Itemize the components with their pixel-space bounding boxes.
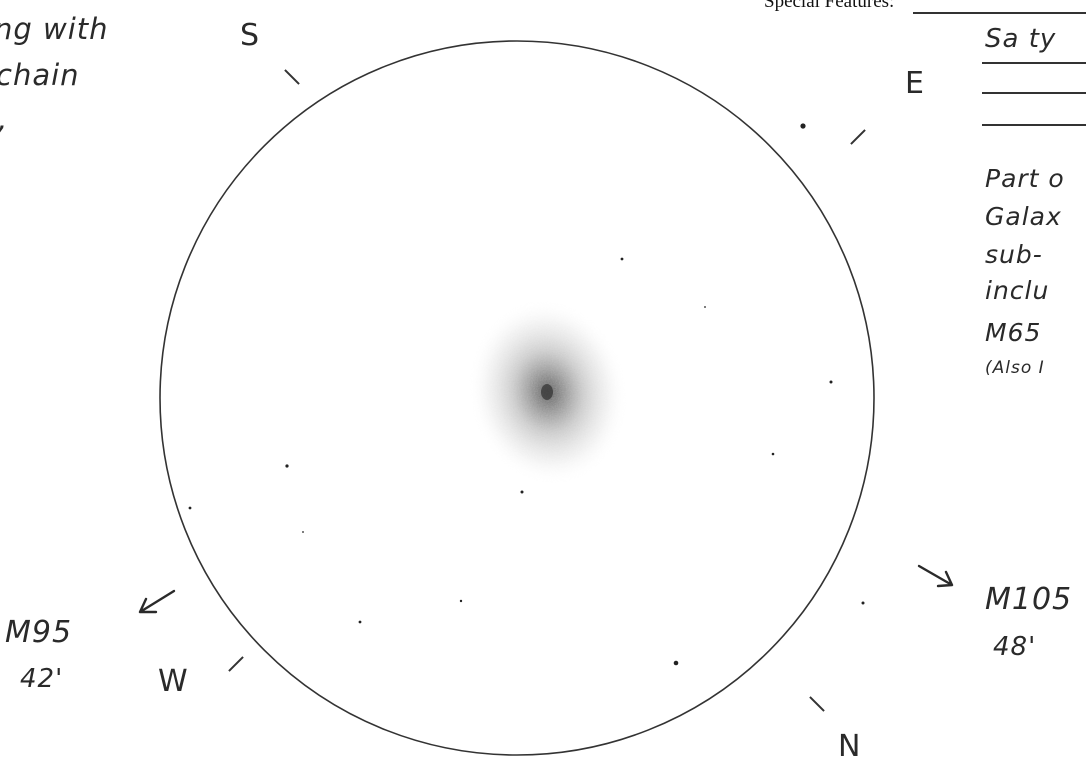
field-stars (188, 123, 865, 666)
right-note-line-6: (Also I (985, 358, 1045, 378)
star (459, 599, 463, 603)
star (771, 452, 775, 456)
right-note-line-4: inclu (985, 276, 1050, 305)
star (520, 490, 524, 494)
star (704, 306, 706, 308)
special-features-line-1: Sa ty (985, 24, 1057, 54)
east-label: E (905, 66, 925, 101)
special-features-underline-2 (982, 92, 1086, 94)
special-features-underline-1 (982, 62, 1086, 64)
special-features-underline-0 (913, 12, 1086, 14)
right-note-line-3: sub- (985, 240, 1043, 269)
star (188, 506, 192, 510)
special-features-underline-3 (982, 124, 1086, 126)
left-note-line-3: , (0, 102, 8, 136)
m95-name: M95 (5, 615, 73, 650)
left-note-line-1: ng with (0, 12, 109, 46)
right-note-line-1: Part o (985, 164, 1065, 193)
west-label: W (158, 664, 189, 699)
arrow-to-m95 (138, 589, 176, 614)
right-note-line-2: Galax (985, 202, 1062, 231)
m105-distance: 48' (993, 632, 1037, 662)
north-label: N (838, 729, 862, 764)
left-note-line-2: chain (0, 58, 80, 92)
star (620, 257, 624, 261)
star (302, 531, 304, 533)
star (800, 123, 806, 129)
m105-name: M105 (985, 582, 1073, 617)
south-label: S (240, 18, 261, 53)
star (673, 660, 679, 666)
star (829, 380, 833, 384)
star (285, 464, 289, 468)
right-note-line-5: M65 (985, 318, 1042, 347)
arrow-to-m105 (917, 564, 954, 588)
m95-distance: 42' (20, 664, 64, 694)
star (358, 620, 362, 624)
direction-arrows (138, 564, 954, 614)
galaxy-core (541, 384, 553, 400)
field-of-view-circle (159, 40, 875, 756)
star (861, 601, 865, 605)
special-features-label: Special Features: (764, 0, 895, 12)
